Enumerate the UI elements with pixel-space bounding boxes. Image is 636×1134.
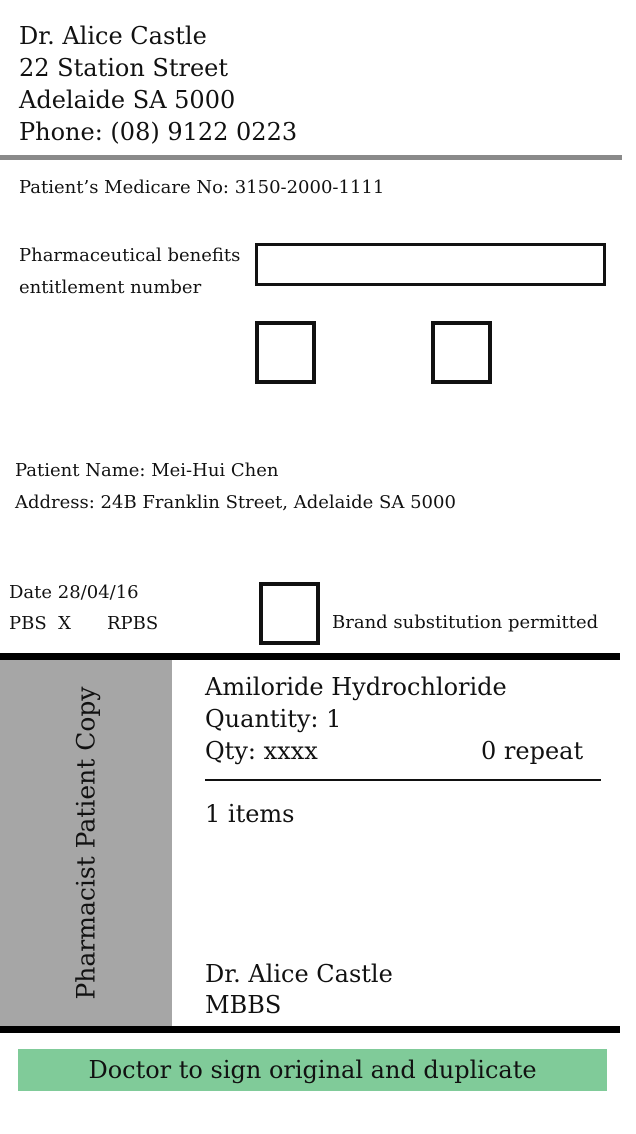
- header-divider: [0, 155, 622, 160]
- patient-name: Patient Name: Mei-Hui Chen: [15, 460, 279, 481]
- prescription-bottom-rule: [0, 1026, 620, 1033]
- checkbox-1[interactable]: [255, 321, 316, 384]
- prescriber-qualification: MBBS: [205, 991, 282, 1019]
- copy-side-panel: Pharmacist Patient Copy: [0, 660, 172, 1026]
- pbe-number-field[interactable]: [255, 243, 606, 286]
- drug-quantity: Quantity: 1: [205, 705, 342, 733]
- prescription-date: Date 28/04/16: [9, 582, 139, 603]
- drug-qty: Qty: xxxx: [205, 737, 318, 765]
- sign-banner: Doctor to sign original and duplicate: [18, 1049, 607, 1091]
- doctor-street: 22 Station Street: [19, 54, 229, 82]
- drug-name: Amiloride Hydrochloride: [205, 673, 507, 701]
- doctor-city: Adelaide SA 5000: [19, 86, 236, 114]
- prescriber-name: Dr. Alice Castle: [205, 960, 393, 988]
- sign-banner-text: Doctor to sign original and duplicate: [88, 1056, 537, 1084]
- pbe-label: Pharmaceutical benefits entitlement numb…: [19, 240, 240, 304]
- patient-address: Address: 24B Franklin Street, Adelaide S…: [15, 492, 456, 513]
- copy-label: Pharmacist Patient Copy: [71, 686, 101, 1000]
- item-divider: [205, 779, 601, 781]
- prescription-top-rule: [0, 653, 620, 660]
- patient-details: Patient Name: Mei-Hui Chen Address: 24B …: [15, 455, 456, 519]
- doctor-phone: Phone: (08) 9122 0223: [19, 118, 298, 146]
- pbs-mark: X: [58, 613, 71, 634]
- pbs-field: PBS X: [9, 613, 71, 635]
- pbe-label-line2: entitlement number: [19, 277, 202, 298]
- medicare-number: Patient’s Medicare No: 3150-2000-1111: [19, 177, 385, 198]
- rpbs-label: RPBS: [107, 613, 159, 634]
- pbs-label: PBS: [9, 613, 47, 634]
- brand-substitution-label: Brand substitution permitted: [332, 612, 599, 633]
- items-count: 1 items: [205, 800, 295, 828]
- pbe-label-line1: Pharmaceutical benefits: [19, 245, 241, 266]
- doctor-name: Dr. Alice Castle: [19, 22, 207, 50]
- brand-substitution-checkbox[interactable]: [259, 582, 320, 645]
- checkbox-2[interactable]: [431, 321, 492, 384]
- doctor-header: Dr. Alice Castle 22 Station Street Adela…: [19, 20, 297, 148]
- drug-repeat: 0 repeat: [481, 737, 584, 765]
